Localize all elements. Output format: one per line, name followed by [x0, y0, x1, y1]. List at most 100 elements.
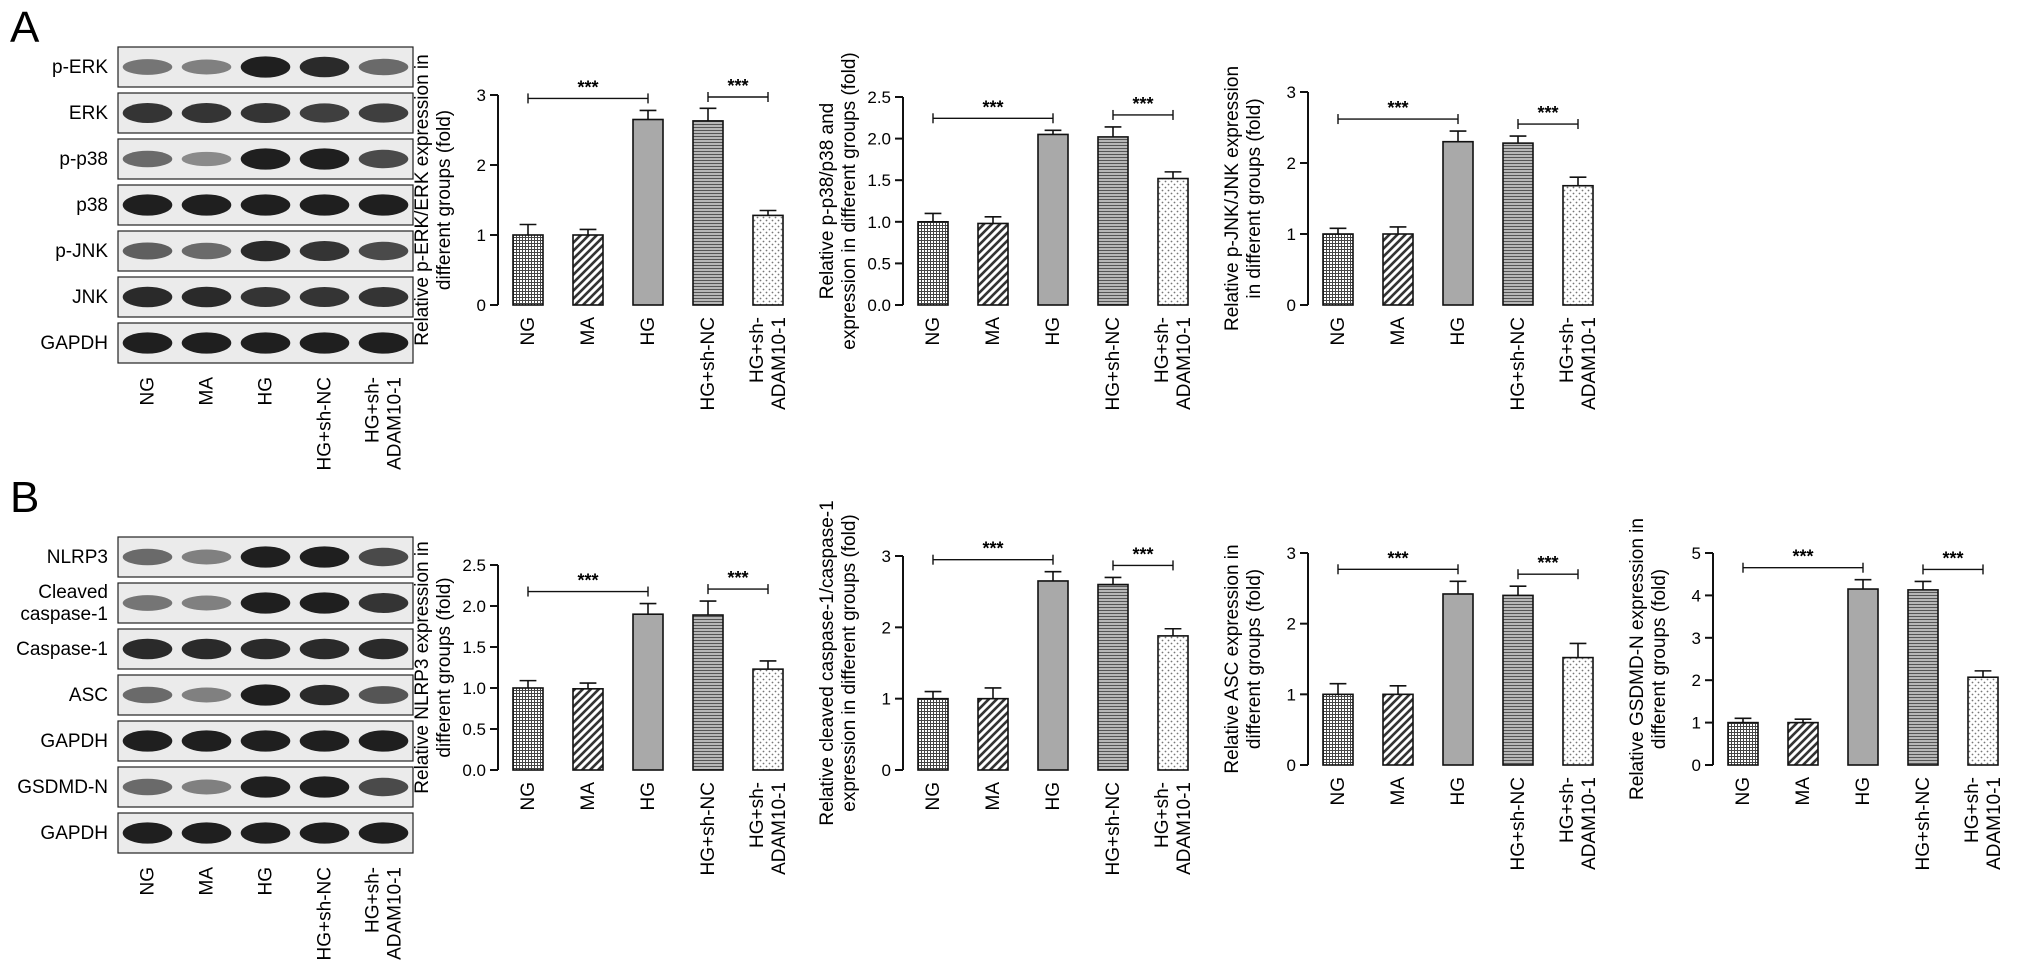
- blot-band: [181, 151, 232, 167]
- blot-lane-label: NG: [138, 867, 159, 896]
- bar: [632, 613, 664, 771]
- x-category-label: HG: [1043, 317, 1064, 346]
- blot-lane-label-line: HG+sh-: [363, 377, 384, 443]
- x-category-label: MA: [983, 317, 1004, 346]
- bar: [1322, 233, 1354, 306]
- x-category-label: NG: [1328, 317, 1349, 346]
- bar: [1097, 136, 1129, 306]
- blot-band: [181, 59, 232, 75]
- significance-label: ***: [577, 77, 598, 97]
- x-category-label-line: ADAM10-1: [1579, 317, 1600, 410]
- bar: [572, 688, 604, 771]
- blot-row-label-line: caspase-1: [20, 604, 108, 625]
- y-axis-label: Relative p-p38/p38 andexpression in diff…: [817, 52, 860, 349]
- x-category-label: NG: [518, 782, 539, 811]
- x-category-label: HG+sh-ADAM10-1: [1962, 777, 2005, 870]
- blot-lane-label-line: NG: [138, 867, 159, 896]
- blot-band: [122, 150, 173, 168]
- significance-label: ***: [1132, 94, 1153, 114]
- blot-band: [299, 592, 350, 614]
- y-axis-label: Relative cleaved caspase-1/caspase-1expr…: [817, 500, 860, 825]
- blot-lane-label: HG+sh-NC: [315, 377, 336, 470]
- blot-lane-label-line: HG: [256, 377, 277, 406]
- x-category-label-line: HG+sh-: [1152, 317, 1173, 383]
- blot-row-label: p-p38: [59, 149, 108, 170]
- bar-chart-nlrp3: 0.0 0.5 1.0 1.5 2.0 2.5 Relative NLRP3 express…: [412, 541, 790, 875]
- bar: [1382, 693, 1414, 766]
- bar: [917, 221, 949, 306]
- blot-row-label-line: p38: [76, 195, 108, 216]
- blot-row-label: p-ERK: [52, 57, 108, 78]
- y-tick-label: 0: [477, 296, 486, 315]
- x-category-label-line: ADAM10-1: [769, 782, 790, 875]
- blot-band: [358, 686, 409, 704]
- blot-band: [240, 822, 291, 844]
- x-category-label: HG+sh-ADAM10-1: [1557, 777, 1600, 870]
- y-axis-label: Relative GSDMD-N expression indifferent …: [1627, 518, 1670, 800]
- x-category-label-line: MA: [983, 782, 1004, 811]
- blot-band: [358, 149, 409, 169]
- blot-band: [181, 687, 232, 703]
- y-axis-label: Relative NLRP3 expression indifferent gr…: [412, 541, 455, 793]
- bar-chart-p-jnk: 0 1 2 3 Relative p-JNK/JNK expressionin diff…: [1222, 66, 1600, 410]
- bar: [1562, 656, 1594, 766]
- x-category-label: HG+sh-NC: [1103, 317, 1124, 410]
- blot-band: [122, 730, 173, 752]
- bar: [1502, 594, 1534, 766]
- y-tick-label: 0: [1287, 296, 1296, 315]
- panel-label-b: B: [10, 473, 39, 522]
- blot-row-label-line: p-ERK: [52, 57, 108, 78]
- x-category-label-line: HG+sh-NC: [698, 782, 719, 875]
- bar-chart-gsdmd-n: 0 1 2 3 4 5 Relative GSDMD-N expression indiff…: [1627, 518, 2005, 870]
- blot-lane-label: HG: [256, 377, 277, 406]
- blot-lane-label: HG: [256, 867, 277, 896]
- bar-chart-asc: 0 1 2 3 Relative ASC expression indifferent …: [1222, 544, 1600, 870]
- blot-band: [299, 776, 350, 798]
- bar: [692, 120, 724, 306]
- y-axis-label-line: Relative p-JNK/JNK expression: [1222, 66, 1243, 331]
- bar: [1037, 580, 1069, 771]
- bar: [977, 697, 1009, 771]
- x-category-label-line: HG+sh-NC: [698, 317, 719, 410]
- bar: [752, 214, 784, 306]
- x-category-label: HG+sh-NC: [698, 317, 719, 410]
- y-tick-label: 1.0: [462, 679, 486, 698]
- x-category-label-line: NG: [518, 317, 539, 346]
- blot-band: [240, 56, 291, 78]
- blot-lane-label-line: HG: [256, 867, 277, 896]
- y-tick-label: 4: [1692, 586, 1701, 605]
- blot-band: [122, 286, 173, 308]
- x-category-label-line: ADAM10-1: [1579, 777, 1600, 870]
- y-tick-label: 0.5: [462, 720, 486, 739]
- y-tick-label: 3: [1287, 544, 1296, 563]
- significance-label: ***: [727, 568, 748, 588]
- x-category-label: HG+sh-ADAM10-1: [1152, 782, 1195, 875]
- y-axis-label-line: Relative cleaved caspase-1/caspase-1: [817, 500, 838, 825]
- blot-band: [122, 686, 173, 704]
- significance-label: ***: [1942, 548, 1963, 568]
- western-blot-panel-a: p-ERK ERK p-p38 p38 p-JNK JNK GAPDH NG MA HG HG+sh…: [40, 46, 414, 470]
- y-tick-label: 2: [477, 156, 486, 175]
- x-category-label: NG: [1328, 777, 1349, 806]
- blot-band: [240, 103, 291, 123]
- blot-row-label: GSDMD-N: [17, 777, 108, 798]
- bar: [1037, 133, 1069, 306]
- blot-band: [299, 287, 350, 307]
- y-tick-label: 3: [477, 86, 486, 105]
- y-axis-label-line: Relative p-ERK/ERK expression in: [412, 54, 433, 345]
- blot-band: [299, 56, 350, 78]
- blot-lane-label: MA: [197, 867, 218, 896]
- y-tick-label: 0.5: [867, 254, 891, 273]
- significance-label: ***: [1132, 544, 1153, 564]
- y-axis-label: Relative p-JNK/JNK expressionin differen…: [1222, 66, 1265, 331]
- bar-chart-p-erk: 0 1 2 3 Relative p-ERK/ERK expression indiff…: [412, 54, 790, 410]
- blot-band: [122, 595, 173, 611]
- x-category-label: MA: [1388, 777, 1409, 806]
- blot-row-label: JNK: [72, 287, 108, 308]
- y-axis-label: Relative p-ERK/ERK expression indifferen…: [412, 54, 455, 345]
- blot-lane-label: MA: [197, 377, 218, 406]
- blot-row-label: Cleaved caspase-1: [20, 582, 108, 625]
- blot-band: [181, 549, 232, 565]
- blot-band: [299, 148, 350, 170]
